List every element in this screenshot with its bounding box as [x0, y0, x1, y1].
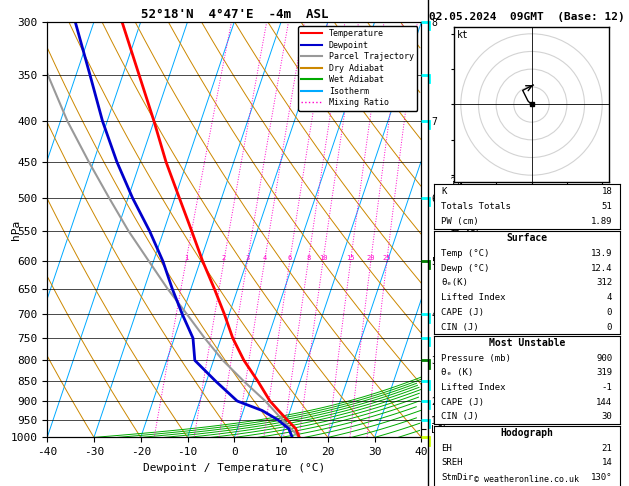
X-axis label: Dewpoint / Temperature (°C): Dewpoint / Temperature (°C) — [143, 463, 325, 473]
Text: 319: 319 — [596, 368, 612, 378]
Text: 0: 0 — [607, 323, 612, 331]
Text: Most Unstable: Most Unstable — [489, 338, 565, 347]
Text: 1: 1 — [184, 255, 188, 261]
Text: 14: 14 — [601, 458, 612, 467]
Text: 3: 3 — [245, 255, 250, 261]
Text: © weatheronline.co.uk: © weatheronline.co.uk — [474, 474, 579, 484]
Text: Mixing Ratio (g/kg): Mixing Ratio (g/kg) — [452, 174, 462, 285]
Y-axis label: km
ASL: km ASL — [465, 219, 482, 241]
Text: StmDir: StmDir — [442, 473, 474, 482]
Text: EH: EH — [442, 444, 452, 452]
Text: θₑ (K): θₑ (K) — [442, 368, 474, 378]
Y-axis label: hPa: hPa — [11, 220, 21, 240]
Text: SREH: SREH — [442, 458, 463, 467]
Text: CAPE (J): CAPE (J) — [442, 308, 484, 317]
Text: 10: 10 — [319, 255, 327, 261]
Text: 4: 4 — [262, 255, 267, 261]
Text: 02.05.2024  09GMT  (Base: 12): 02.05.2024 09GMT (Base: 12) — [429, 12, 625, 22]
Text: 2: 2 — [222, 255, 226, 261]
Text: 312: 312 — [596, 278, 612, 287]
Text: 51: 51 — [601, 202, 612, 211]
Text: θₑ(K): θₑ(K) — [442, 278, 469, 287]
Text: CAPE (J): CAPE (J) — [442, 398, 484, 407]
Text: 12.4: 12.4 — [591, 263, 612, 273]
Text: Surface: Surface — [506, 233, 547, 243]
Text: 30: 30 — [601, 413, 612, 421]
Text: Temp (°C): Temp (°C) — [442, 249, 490, 258]
Text: CIN (J): CIN (J) — [442, 413, 479, 421]
Text: Hodograph: Hodograph — [500, 428, 554, 437]
Text: Lifted Index: Lifted Index — [442, 383, 506, 392]
Text: 25: 25 — [382, 255, 391, 261]
Text: 13.9: 13.9 — [591, 249, 612, 258]
Text: CIN (J): CIN (J) — [442, 323, 479, 331]
Text: 0: 0 — [607, 308, 612, 317]
Text: 21: 21 — [601, 444, 612, 452]
Title: 52°18'N  4°47'E  -4m  ASL: 52°18'N 4°47'E -4m ASL — [140, 8, 328, 21]
Text: Pressure (mb): Pressure (mb) — [442, 354, 511, 363]
Text: K: K — [442, 187, 447, 196]
Text: -1: -1 — [601, 383, 612, 392]
Text: 130°: 130° — [591, 473, 612, 482]
Text: 1.89: 1.89 — [591, 217, 612, 226]
Text: 4: 4 — [607, 293, 612, 302]
Legend: Temperature, Dewpoint, Parcel Trajectory, Dry Adiabat, Wet Adiabat, Isotherm, Mi: Temperature, Dewpoint, Parcel Trajectory… — [298, 26, 417, 111]
Text: 8: 8 — [306, 255, 310, 261]
Text: 20: 20 — [367, 255, 375, 261]
Text: 144: 144 — [596, 398, 612, 407]
Text: PW (cm): PW (cm) — [442, 217, 479, 226]
Text: Dewp (°C): Dewp (°C) — [442, 263, 490, 273]
Text: 15: 15 — [347, 255, 355, 261]
Text: kt: kt — [457, 30, 469, 40]
Text: 18: 18 — [601, 187, 612, 196]
Text: 6: 6 — [287, 255, 292, 261]
Text: Totals Totals: Totals Totals — [442, 202, 511, 211]
Text: 900: 900 — [596, 354, 612, 363]
Text: Lifted Index: Lifted Index — [442, 293, 506, 302]
